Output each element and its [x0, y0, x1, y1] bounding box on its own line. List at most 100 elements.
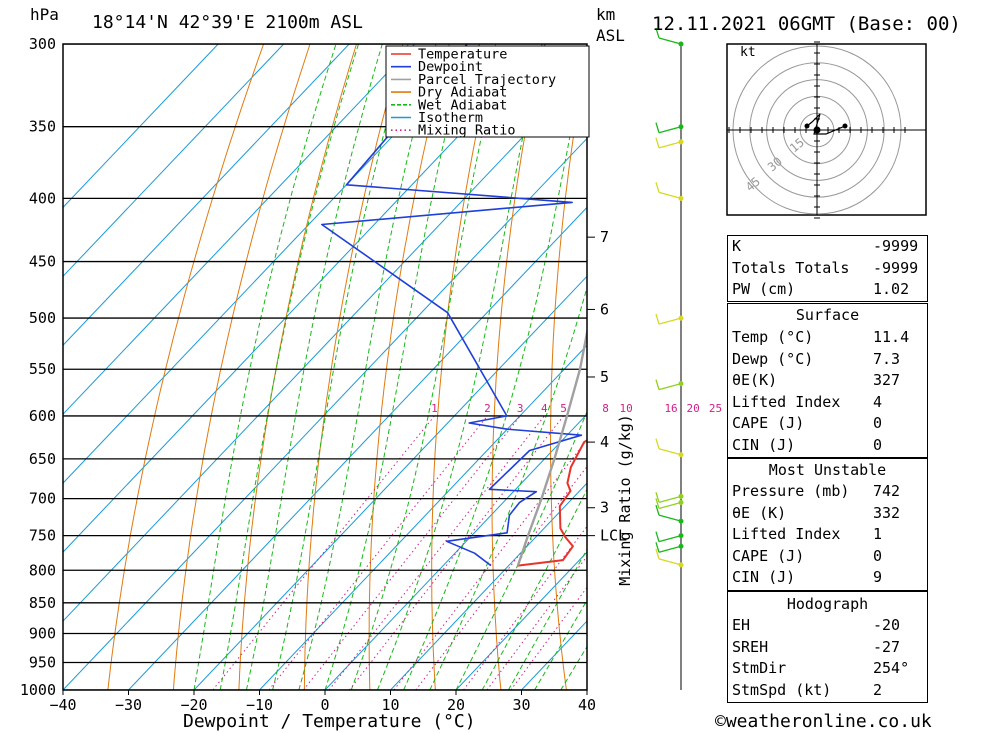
most-unstable-row-value: 9 — [873, 568, 883, 586]
dry-adiabat — [550, 50, 587, 690]
wet-adiabat — [376, 44, 543, 690]
wind-barb — [658, 448, 682, 456]
most-unstable-row-value: 0 — [873, 546, 883, 565]
surface-row: θE(K) 327 — [728, 370, 927, 392]
mixing-ratio-line — [486, 555, 587, 690]
surface-row: Lifted Index 4 — [728, 392, 927, 414]
height-tick-label: 6 — [600, 300, 609, 318]
wind-level-dot — [678, 533, 684, 539]
isotherm — [390, 482, 587, 690]
wind-level-dot — [678, 124, 684, 130]
pressure-tick-label: 300 — [29, 35, 56, 53]
temperature-tick-label: −10 — [246, 696, 273, 714]
height-tick-label: 7 — [600, 228, 609, 246]
temperature-tick-label: 40 — [578, 696, 596, 714]
most-unstable-row-label: Lifted Index — [732, 525, 841, 543]
pressure-tick-label: 1000 — [20, 681, 56, 699]
isotherm — [63, 44, 219, 209]
height-axis: 7 6 5 4 3 LCL — [587, 228, 627, 545]
wind-barb — [658, 37, 682, 45]
pressure-tick-label: 400 — [29, 189, 56, 207]
most-unstable-box — [727, 458, 928, 591]
most-unstable-row-label: CIN (J) — [732, 568, 796, 586]
hodograph-table-row-value: -27 — [873, 637, 901, 656]
surface-title: Surface — [795, 306, 860, 324]
isotherm — [324, 413, 587, 690]
legend-label: Dewpoint — [418, 59, 483, 75]
hpa-label: hPa — [30, 5, 59, 24]
parcel-trajectory-line — [516, 326, 587, 566]
most-unstable-row-value: 332 — [873, 503, 901, 522]
hodograph-table-row: StmSpd (kt) 2 — [728, 680, 927, 702]
legend-label: Isotherm — [418, 110, 483, 126]
isotherm — [63, 137, 587, 690]
index-row: Totals Totals -9999 — [728, 258, 927, 280]
temperature-tick-label: 0 — [320, 696, 329, 714]
temperature-tick-label: −20 — [180, 696, 207, 714]
hodograph-point — [804, 123, 810, 129]
index-row-value: -9999 — [873, 237, 919, 255]
index-row-label: PW (cm) — [732, 280, 796, 298]
isotherm — [193, 275, 587, 690]
isotherm — [455, 551, 587, 690]
hodograph-unit: kt — [740, 45, 756, 60]
hodograph-table-row-label: StmDir — [732, 659, 787, 677]
wind-barb-flag — [655, 313, 660, 325]
wind-level-dot — [678, 381, 684, 387]
hodograph-table-row-label: StmSpd (kt) — [732, 680, 832, 699]
km-label: km — [596, 5, 615, 24]
mixing-ratio-label: 16 — [664, 402, 677, 415]
most-unstable-row-label: CAPE (J) — [732, 546, 805, 565]
wet-adiabat — [507, 548, 587, 690]
wind-barb-flag — [655, 379, 660, 390]
wind-barb — [658, 191, 682, 199]
wind-barb — [658, 126, 682, 134]
surface-row: CAPE (J) 0 — [728, 413, 927, 435]
wind-barb — [658, 535, 682, 543]
height-tick-label: LCL — [600, 527, 627, 545]
wind-level-dot — [678, 543, 684, 549]
temperature-tick-label: 30 — [512, 696, 530, 714]
x-axis-title: Dewpoint / Temperature (°C) — [183, 711, 476, 732]
index-row-label: K — [732, 237, 742, 255]
most-unstable-row-value: 1 — [873, 525, 883, 543]
wind-barb-flag — [655, 498, 660, 509]
mixing-ratio-label: 10 — [620, 402, 633, 415]
wind-profile — [655, 27, 684, 690]
hodograph-trace — [806, 113, 846, 135]
isotherm — [63, 44, 350, 346]
surface-row-label: CIN (J) — [732, 435, 796, 454]
most-unstable-row: CAPE (J) 0 — [728, 546, 927, 568]
dry-adiabat — [960, 44, 1000, 690]
dry-adiabat — [368, 44, 450, 690]
wind-barb — [658, 558, 682, 566]
surface-row-label: Temp (°C) — [732, 328, 814, 346]
isotherm — [63, 44, 547, 553]
pressure-tick-label: 500 — [29, 309, 56, 327]
isotherm — [63, 68, 587, 622]
temperature-axis: −40 −30 −20 −10 0 10 20 30 40 — [49, 690, 596, 714]
hodograph-table-row-value: -20 — [873, 616, 901, 634]
surface-row-value: 11.4 — [873, 328, 910, 346]
surface-row-label: CAPE (J) — [732, 414, 805, 432]
surface-row-value: 7.3 — [873, 349, 901, 368]
temperature-tick-label: −40 — [49, 696, 76, 714]
mixing-ratio-label: 2 — [484, 402, 491, 415]
dry-adiabat — [431, 44, 497, 690]
pressure-tick-label: 850 — [29, 594, 56, 612]
dewpoint-line — [320, 44, 583, 567]
hodograph-table-box — [727, 591, 928, 703]
pressure-tick-label: 550 — [29, 360, 56, 378]
wind-barb — [658, 501, 682, 510]
hodograph-table-row: StmDir 254° — [728, 658, 927, 680]
mixing-ratio-line — [328, 415, 545, 690]
surface-box — [727, 303, 928, 458]
legend-box — [385, 45, 590, 138]
wind-level-dot — [678, 562, 684, 568]
wind-level-dot — [678, 493, 684, 499]
indices-box — [727, 235, 928, 302]
wind-barb-flag — [655, 492, 660, 503]
